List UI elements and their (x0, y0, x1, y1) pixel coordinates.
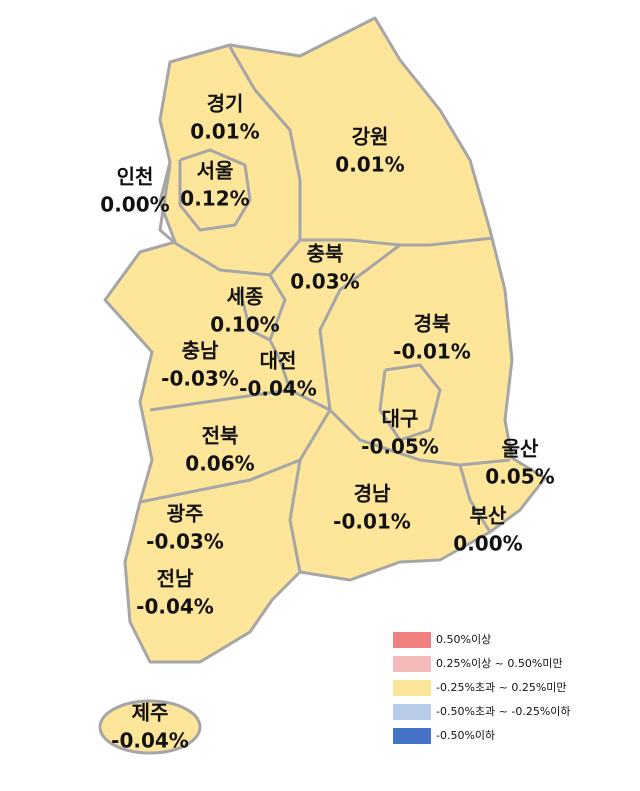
region-name: 대구 (382, 407, 419, 431)
region-name: 경남 (354, 482, 391, 506)
region-value: -0.05% (361, 435, 439, 459)
legend-label: -0.50%이하 (436, 728, 495, 742)
region-value: -0.04% (239, 377, 317, 401)
region-name: 제주 (132, 701, 169, 725)
region-name: 광주 (167, 502, 204, 526)
region-name: 전남 (157, 567, 194, 591)
legend-swatch (393, 680, 431, 696)
region-value: 0.05% (485, 465, 554, 489)
region-name: 울산 (502, 437, 539, 461)
region-value: 0.01% (335, 153, 404, 177)
region-name: 충북 (307, 242, 344, 266)
legend-label: -0.50%초과 ~ -0.25%이하 (436, 704, 571, 718)
region-name: 부산 (470, 504, 507, 528)
legend-swatch (393, 656, 431, 672)
region-name: 전북 (202, 424, 239, 448)
region-value: -0.01% (393, 340, 471, 364)
jeju-island (98, 699, 202, 755)
region-value: 0.10% (210, 313, 279, 337)
region-name: 경기 (207, 92, 244, 116)
region-name: 인천 (117, 165, 154, 189)
legend-swatch (393, 632, 431, 648)
legend-label: -0.25%초과 ~ 0.25%미만 (436, 681, 567, 694)
region-value: -0.04% (136, 595, 214, 619)
legend-label: 0.50%이상 (436, 633, 491, 646)
region-value: -0.03% (161, 367, 239, 391)
region-name: 경북 (414, 312, 451, 336)
legend-label: 0.25%이상 ~ 0.50%미만 (436, 657, 563, 670)
region-value: 0.00% (453, 532, 522, 556)
region-value: -0.04% (111, 729, 189, 753)
region-name: 서울 (197, 159, 234, 183)
region-name: 대전 (260, 349, 297, 373)
region-value: 0.00% (100, 193, 169, 217)
region-value: 0.03% (290, 270, 359, 294)
region-name: 세종 (227, 285, 264, 309)
region-value: -0.01% (333, 510, 411, 534)
mainland (103, 16, 547, 664)
region-name: 강원 (352, 125, 389, 149)
region-value: 0.12% (180, 187, 249, 211)
legend-swatch (393, 704, 431, 720)
region-name: 충남 (182, 339, 219, 363)
region-value: -0.03% (146, 530, 224, 554)
region-borders (139, 46, 511, 573)
region-value: 0.06% (185, 452, 254, 476)
region-value: 0.01% (190, 120, 259, 144)
legend-swatch (393, 728, 431, 744)
